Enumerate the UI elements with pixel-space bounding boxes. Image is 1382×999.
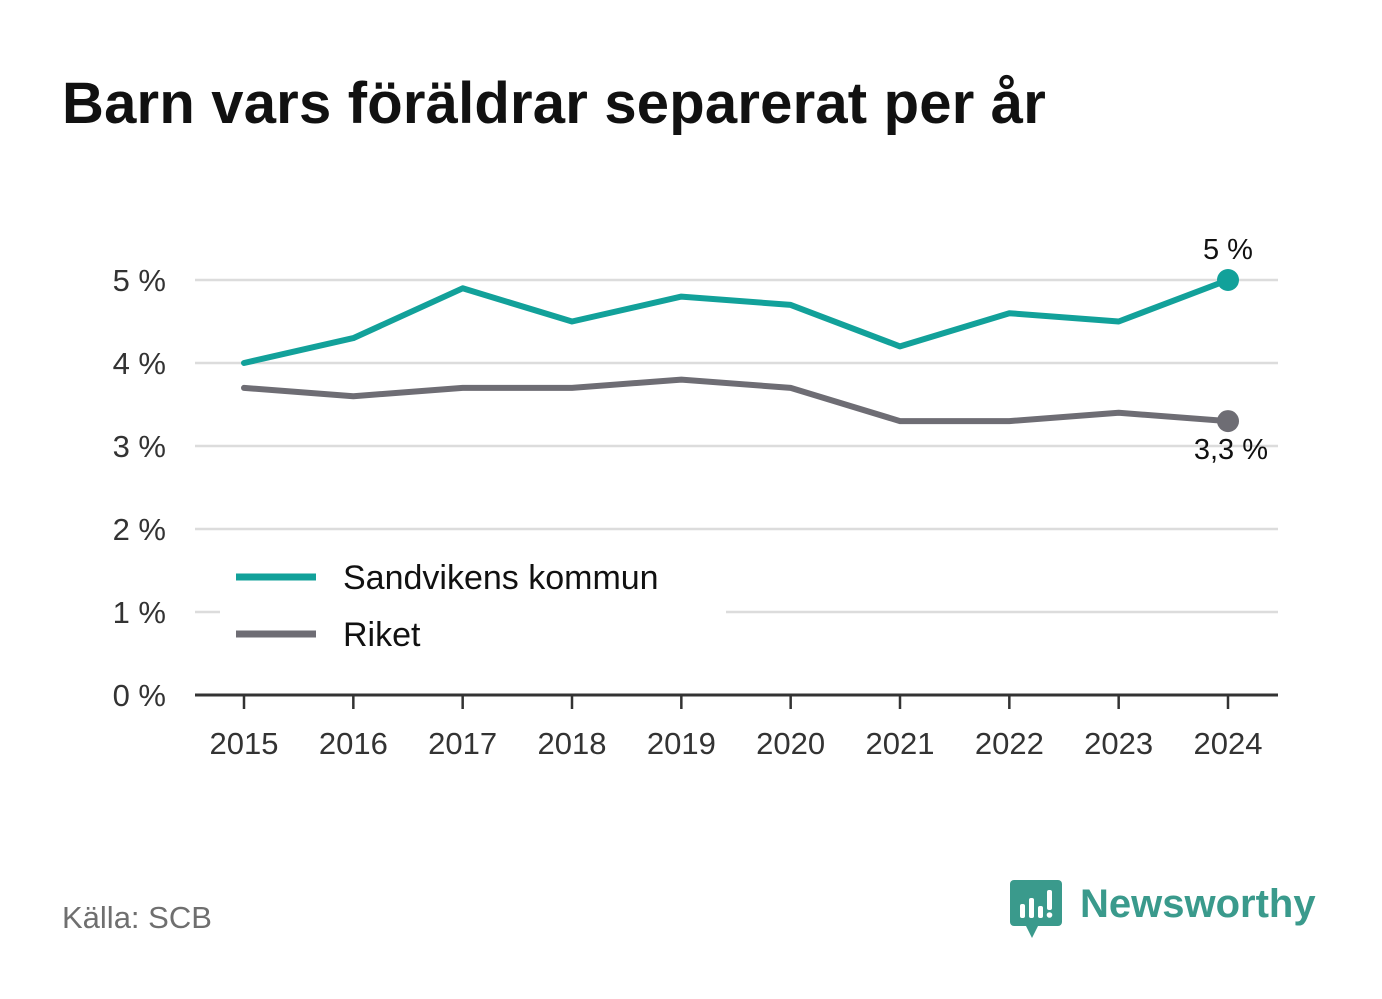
x-tick-label: 2017 <box>428 726 497 761</box>
legend-background <box>220 548 726 668</box>
newsworthy-logo-icon <box>1010 880 1062 938</box>
y-tick-label: 5 % <box>113 263 166 298</box>
series-end-point <box>1217 269 1239 291</box>
x-tick-label: 2022 <box>975 726 1044 761</box>
x-tick-label: 2023 <box>1084 726 1153 761</box>
legend-label: Riket <box>343 616 421 654</box>
legend-box <box>220 548 726 668</box>
y-axis: 0 % 1 % 2 % 3 % 4 % 5 % <box>113 263 166 713</box>
y-tick-label: 0 % <box>113 678 166 713</box>
chart-title: Barn vars föräldrar separerat per år <box>62 71 1047 136</box>
series-group: 5 % 3,3 % <box>241 234 1268 466</box>
x-tick-label: 2021 <box>866 726 935 761</box>
legend: Sandvikens kommun Riket <box>236 559 659 654</box>
series-end-label: 5 % <box>1203 234 1253 266</box>
y-tick-label: 4 % <box>113 346 166 381</box>
series-end-label: 3,3 % <box>1194 434 1268 466</box>
series-line <box>241 376 1231 425</box>
x-tick-label: 2019 <box>647 726 716 761</box>
series-end-point <box>1217 410 1239 433</box>
y-tick-label: 1 % <box>113 595 166 630</box>
x-tick-label: 2015 <box>210 726 279 761</box>
x-tick-label: 2020 <box>756 726 825 761</box>
x-tick-label: 2018 <box>538 726 607 761</box>
series-line <box>241 277 1231 366</box>
y-tick-label: 2 % <box>113 512 166 547</box>
source-note: Källa: SCB <box>62 900 212 935</box>
brand-name: Newsworthy <box>1080 882 1316 926</box>
x-axis: 2015 2016 2017 2018 2019 2020 2021 2022 2023 2024 <box>195 693 1278 761</box>
x-tick-label: 2024 <box>1194 726 1263 761</box>
legend-label: Sandvikens kommun <box>343 559 659 597</box>
y-tick-label: 3 % <box>113 429 166 464</box>
x-tick-label: 2016 <box>319 726 388 761</box>
